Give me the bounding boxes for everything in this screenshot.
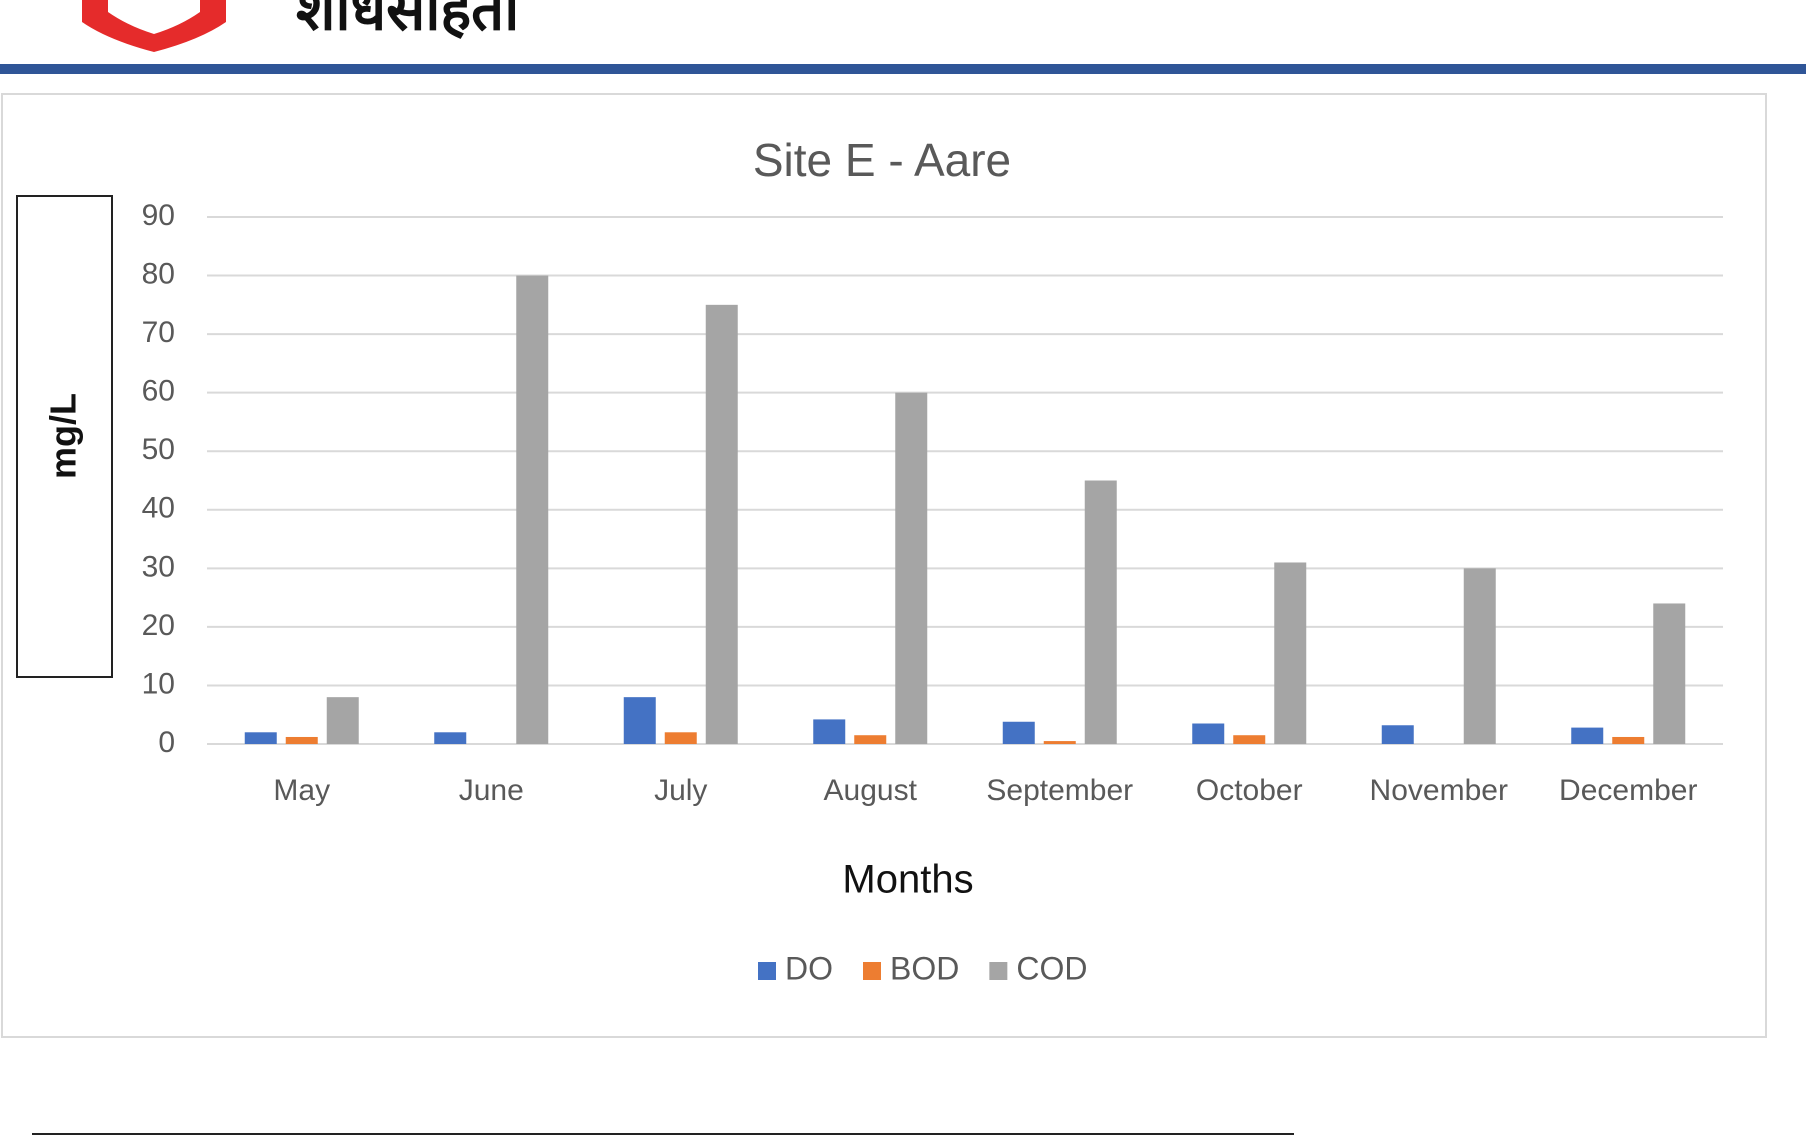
y-tick-label: 70 [142,316,175,349]
bar [1274,562,1307,744]
chart-frame [1,93,1767,1038]
y-tick-label: 80 [142,257,175,290]
x-tick-label: December [1559,774,1697,807]
bar [516,275,549,744]
bar [1002,721,1035,744]
bar [434,732,467,744]
legend-label: BOD [890,950,959,986]
chart-title: Site E - Aare [753,134,1011,186]
y-tick-label: 20 [142,609,175,642]
bar [623,697,656,744]
bar [1653,603,1686,744]
y-tick-label: 0 [158,726,175,759]
bar [1192,723,1225,744]
y-axis-title: mg/L [43,393,84,479]
x-tick-label: September [986,774,1133,807]
legend-label: COD [1016,950,1087,986]
bar [1463,568,1496,744]
y-tick-label: 30 [142,550,175,583]
bar [244,732,277,744]
plot: 0 10 20 30 40 50 60 70 80 90 May June July August Sept… [142,199,1723,986]
bar [664,732,697,744]
y-label-box [16,195,113,678]
bar [854,735,887,744]
x-tick-label: August [824,774,918,807]
legend-swatch [863,962,881,980]
legend-label: DO [785,950,833,986]
x-tick-label: July [654,774,707,807]
bar [1381,725,1414,744]
x-tick-label: October [1196,774,1303,807]
bar [1612,736,1645,744]
bar [1233,735,1266,744]
logo-inner [108,0,200,34]
bar [1043,741,1076,744]
x-tick-label: November [1370,774,1508,807]
legend-swatch [758,962,776,980]
y-tick-label: 60 [142,375,175,408]
y-tick-label: 90 [142,199,175,232]
bar [813,719,846,744]
bar [285,736,318,744]
bar [705,304,738,744]
y-tick-label: 40 [142,492,175,525]
x-axis-title: Months [842,858,973,902]
bar [1571,727,1604,744]
y-tick-label: 50 [142,433,175,466]
header-title: शोधसंहिता [296,0,521,42]
y-tick-label: 10 [142,667,175,700]
x-tick-label: May [273,774,330,807]
header-rule [0,64,1806,74]
legend-swatch [989,962,1008,980]
bar [326,697,359,744]
bar [895,392,928,744]
x-tick-label: June [459,774,524,807]
bar [1084,480,1117,744]
